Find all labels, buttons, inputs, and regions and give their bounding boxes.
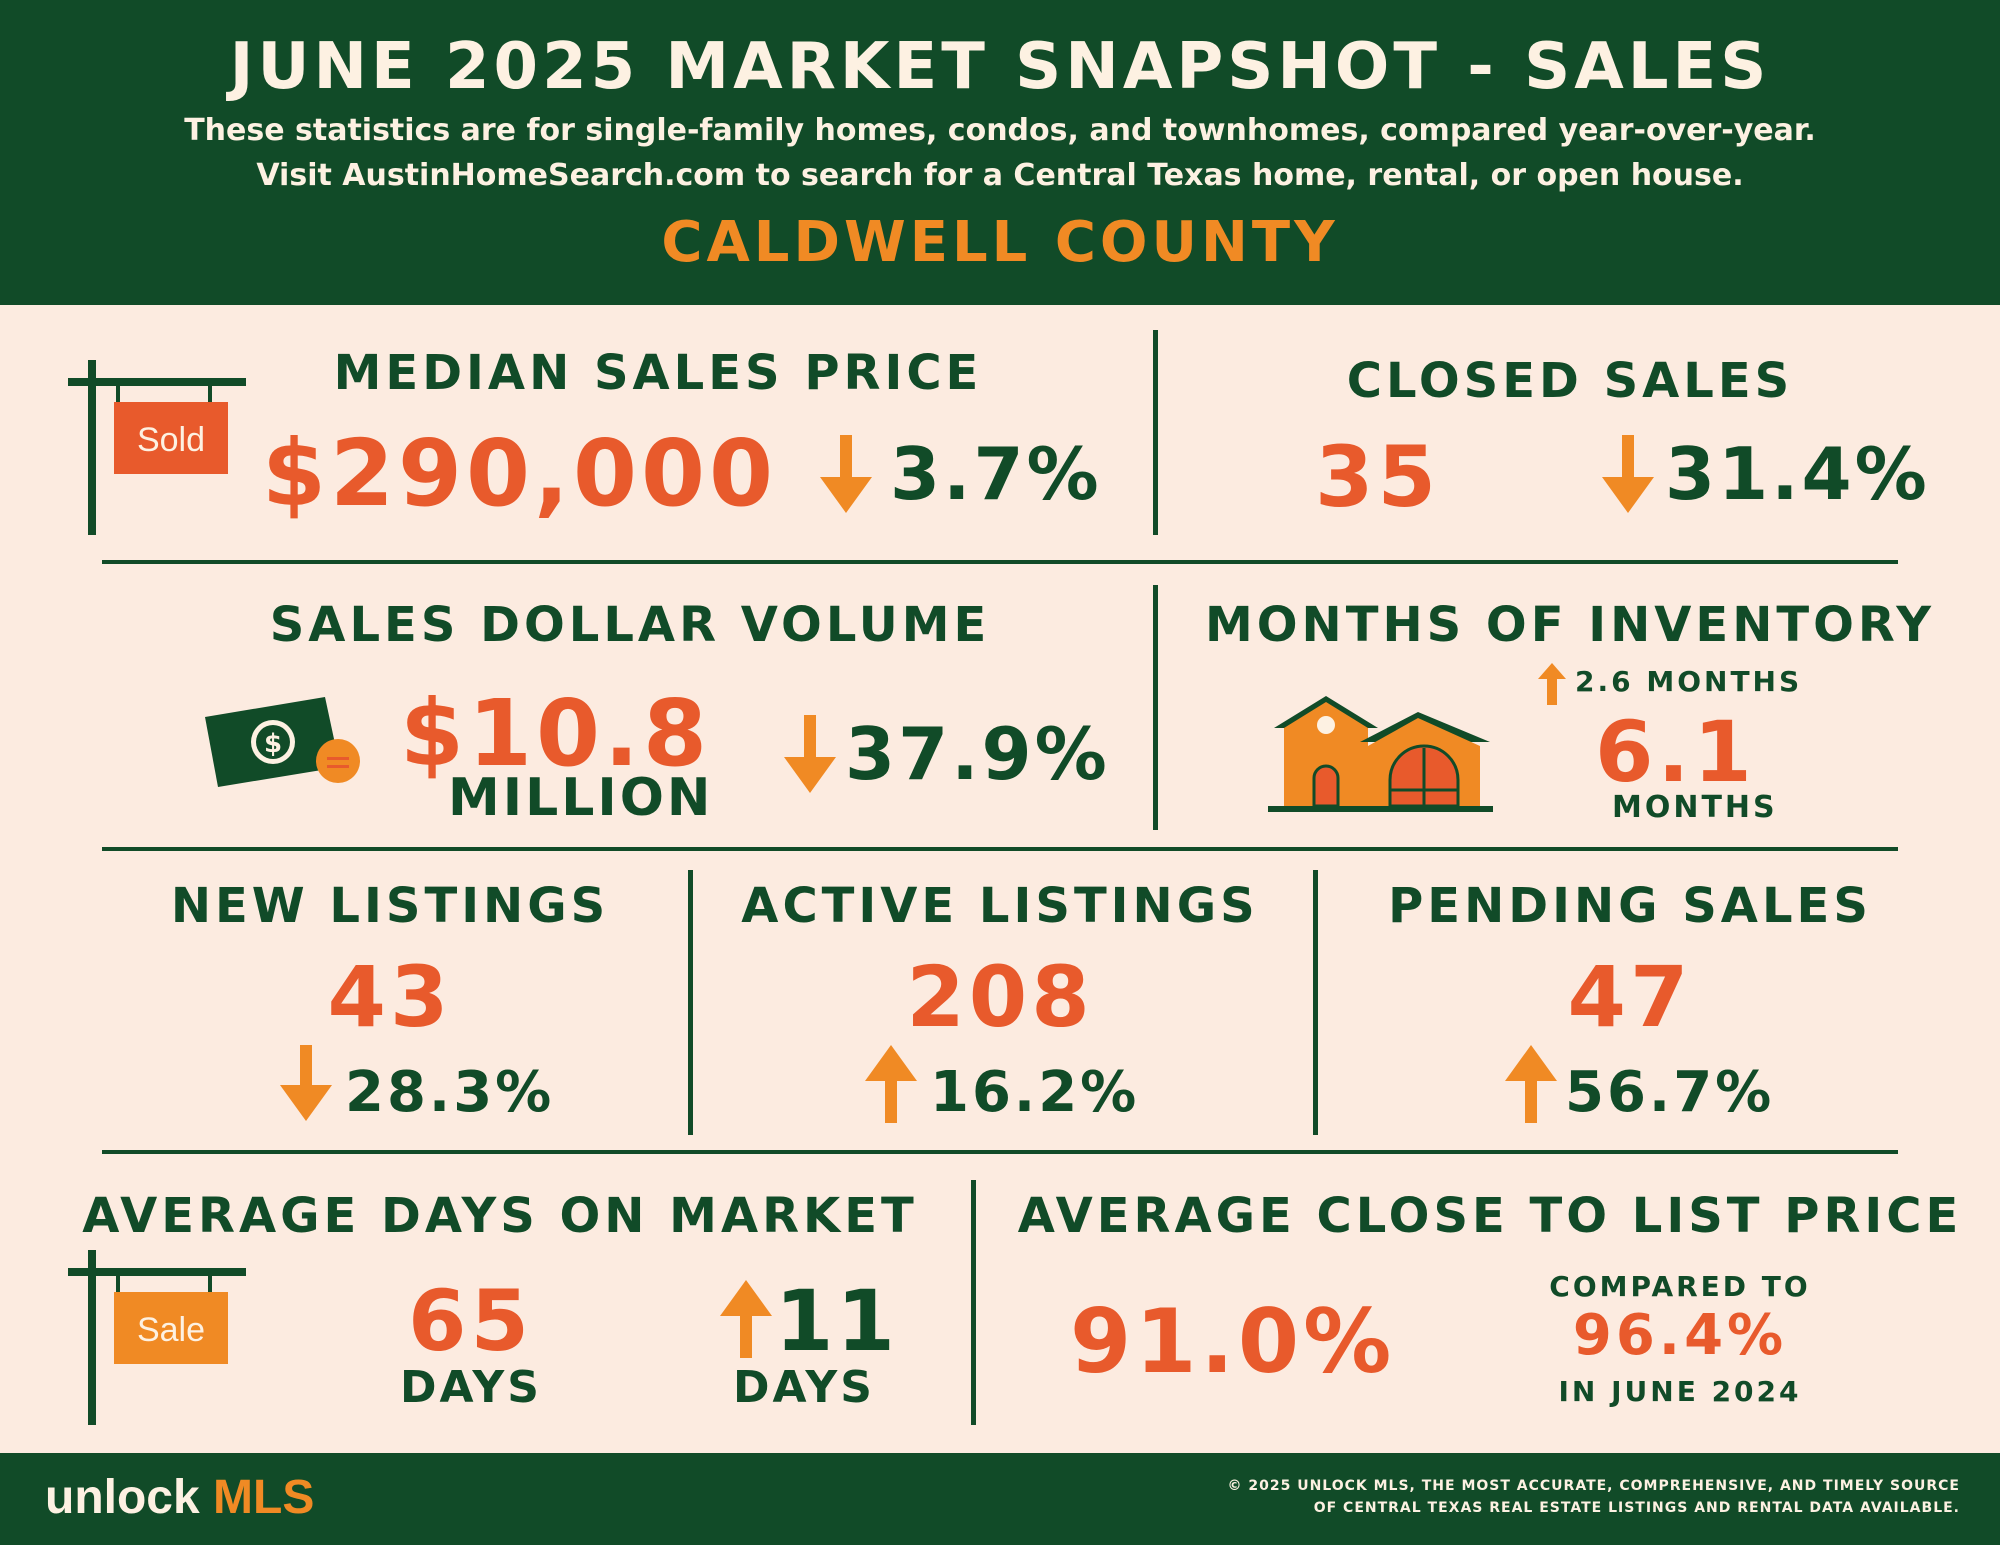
median-sales-price-value: $290,000 bbox=[262, 420, 778, 527]
active-listings-change: 16.2% bbox=[930, 1060, 1140, 1125]
sold-sign-label: Sold bbox=[137, 421, 205, 459]
months-of-inventory-label: MONTHS OF INVENTORY bbox=[1204, 597, 1936, 653]
avg-close-to-list-value: 91.0% bbox=[1070, 1290, 1396, 1393]
money-bill-icon: $ bbox=[205, 697, 360, 787]
copyright-line-1: © 2025 UNLOCK MLS, THE MOST ACCURATE, CO… bbox=[1227, 1478, 1960, 1494]
unlock-mls-logo[interactable]: unlock MLS bbox=[45, 1470, 314, 1525]
house-icon bbox=[1268, 696, 1493, 812]
sales-dollar-volume-label: SALES DOLLAR VOLUME bbox=[269, 597, 991, 653]
arrow-down-icon bbox=[1602, 435, 1654, 513]
closed-sales-change: 31.4% bbox=[1665, 432, 1930, 516]
divider-horizontal bbox=[102, 847, 1898, 851]
compared-to-period: IN JUNE 2024 bbox=[1558, 1375, 1802, 1408]
arrow-down-icon bbox=[820, 435, 872, 513]
logo-mls: MLS bbox=[213, 1471, 315, 1524]
sales-dollar-volume-unit: MILLION bbox=[448, 768, 714, 828]
avg-days-on-market-unit: DAYS bbox=[400, 1362, 542, 1413]
divider-horizontal bbox=[102, 1150, 1898, 1154]
arrow-up-icon bbox=[720, 1280, 772, 1358]
subtitle-line-2: Visit AustinHomeSearch.com to search for… bbox=[256, 158, 1744, 193]
page-title: JUNE 2025 MARKET SNAPSHOT - SALES bbox=[229, 30, 1771, 104]
active-listings-value: 208 bbox=[906, 948, 1094, 1046]
closed-sales-value: 35 bbox=[1315, 428, 1440, 526]
sale-sign-icon: Sale bbox=[68, 1250, 246, 1425]
new-listings-value: 43 bbox=[327, 948, 453, 1046]
closed-sales-label: CLOSED SALES bbox=[1346, 353, 1794, 409]
compared-to-value: 96.4% bbox=[1572, 1303, 1788, 1368]
active-listings-label: ACTIVE LISTINGS bbox=[741, 878, 1259, 934]
avg-days-on-market-value: 65 bbox=[408, 1272, 533, 1370]
avg-days-on-market-change: 11 bbox=[775, 1272, 898, 1370]
logo-word: unlock bbox=[45, 1471, 200, 1524]
arrow-down-icon bbox=[280, 1045, 332, 1121]
footer-banner bbox=[0, 1453, 2000, 1545]
median-sales-price-label: MEDIAN SALES PRICE bbox=[333, 345, 983, 401]
pending-sales-value: 47 bbox=[1567, 948, 1693, 1046]
arrow-up-icon bbox=[865, 1045, 917, 1123]
new-listings-label: NEW LISTINGS bbox=[170, 878, 610, 934]
pending-sales-label: PENDING SALES bbox=[1388, 878, 1872, 934]
arrow-down-icon bbox=[784, 715, 836, 793]
avg-days-on-market-change-unit: DAYS bbox=[733, 1362, 875, 1413]
copyright-line-2: OF CENTRAL TEXAS REAL ESTATE LISTINGS AN… bbox=[1313, 1500, 1960, 1516]
header-banner bbox=[0, 0, 2000, 305]
divider-vertical bbox=[1313, 870, 1318, 1135]
divider-vertical bbox=[688, 870, 693, 1135]
divider-vertical bbox=[971, 1180, 976, 1425]
svg-text:$: $ bbox=[264, 729, 282, 759]
median-sales-price-change: 3.7% bbox=[890, 432, 1102, 516]
new-listings-change: 28.3% bbox=[345, 1060, 555, 1125]
footer-copyright: © 2025 UNLOCK MLS, THE MOST ACCURATE, CO… bbox=[900, 1475, 1960, 1519]
divider-vertical bbox=[1153, 585, 1158, 830]
county-name: CALDWELL COUNTY bbox=[661, 210, 1339, 275]
months-of-inventory-unit: MONTHS bbox=[1612, 790, 1778, 825]
sold-sign-icon: Sold bbox=[68, 360, 246, 535]
divider-horizontal bbox=[102, 560, 1898, 564]
arrow-up-icon bbox=[1505, 1045, 1557, 1123]
avg-days-on-market-label: AVERAGE DAYS ON MARKET bbox=[82, 1188, 918, 1244]
avg-close-to-list-label: AVERAGE CLOSE TO LIST PRICE bbox=[1017, 1188, 1963, 1244]
arrow-up-icon bbox=[1538, 663, 1566, 705]
sales-dollar-volume-change: 37.9% bbox=[845, 712, 1110, 796]
sale-sign-label: Sale bbox=[137, 1311, 205, 1349]
compared-to-label: COMPARED TO bbox=[1549, 1270, 1811, 1303]
sales-dollar-volume-value: $10.8 bbox=[400, 680, 712, 787]
months-of-inventory-value: 6.1 bbox=[1595, 703, 1756, 801]
months-of-inventory-change: 2.6 MONTHS bbox=[1575, 665, 1803, 698]
pending-sales-change: 56.7% bbox=[1565, 1060, 1775, 1125]
subtitle-line-1: These statistics are for single-family h… bbox=[184, 113, 1816, 148]
divider-vertical bbox=[1153, 330, 1158, 535]
